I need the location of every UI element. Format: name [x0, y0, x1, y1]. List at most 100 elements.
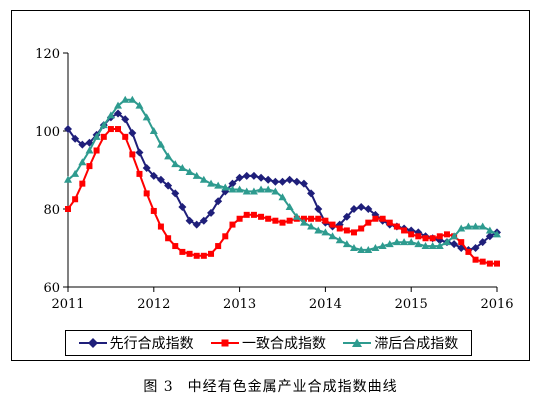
data-point-triangle: [242, 187, 251, 195]
data-point-square: [286, 217, 293, 224]
data-point-square: [422, 235, 429, 242]
data-point-square: [186, 250, 193, 257]
data-point-square: [465, 248, 472, 255]
data-point-diamond: [478, 238, 487, 247]
data-point-diamond: [278, 177, 287, 186]
legend-label: 一致合成指数: [241, 336, 326, 352]
data-point-diamond: [78, 140, 87, 149]
data-point-triangle: [128, 95, 137, 103]
data-point-square: [165, 235, 172, 242]
data-point-square: [150, 207, 157, 214]
x-tick-label: 2016: [480, 297, 513, 312]
data-point-diamond: [271, 177, 280, 186]
data-point-square: [258, 213, 265, 220]
data-point-triangle: [349, 244, 358, 251]
data-point-diamond: [156, 175, 165, 184]
data-point-diamond: [471, 244, 480, 252]
data-point-triangle: [207, 179, 216, 187]
data-point-triangle: [85, 146, 94, 154]
line-chart: 60 80 100 120 2011 2012 2013 2014 2015 2016: [35, 47, 513, 312]
data-point-diamond: [299, 179, 308, 188]
y-tick-label: 60: [43, 281, 60, 296]
series-line: [67, 98, 498, 251]
data-point-triangle: [214, 181, 223, 189]
data-point-triangle: [78, 158, 87, 166]
data-point-triangle: [149, 127, 158, 134]
data-point-square: [208, 250, 215, 257]
data-point-triangle: [407, 238, 416, 246]
data-point-square: [415, 233, 422, 240]
data-point-square: [115, 126, 122, 133]
data-point-diamond: [199, 216, 208, 225]
data-point-triangle: [221, 183, 230, 191]
data-point-diamond: [71, 134, 80, 143]
figure-number: 图 3: [143, 379, 174, 395]
data-point-triangle: [235, 185, 244, 193]
data-point-square: [393, 223, 400, 230]
data-point-square: [472, 256, 479, 263]
data-point-triangle: [328, 232, 337, 240]
data-point-square: [408, 231, 415, 238]
data-point-diamond: [307, 189, 316, 198]
data-point-square: [315, 215, 322, 222]
data-point-square: [479, 258, 486, 265]
data-point-square: [250, 211, 257, 218]
data-point-diamond: [178, 203, 187, 212]
legend-swatch-triangle-icon: [343, 338, 372, 347]
data-point-diamond: [135, 148, 144, 157]
data-point-triangle: [457, 224, 466, 232]
data-point-triangle: [264, 185, 273, 193]
figure-caption: 图 3 中经有色金属产业合成指数曲线: [0, 376, 541, 396]
data-point-square: [436, 233, 443, 240]
data-point-square: [107, 126, 114, 133]
caption-text: 中经有色金属产业合成指数曲线: [187, 379, 398, 395]
data-point-square: [322, 217, 329, 224]
data-point-triangle: [485, 226, 494, 234]
x-tick-label: 2012: [137, 297, 170, 312]
data-point-triangle: [471, 222, 480, 230]
data-point-triangle: [400, 238, 409, 246]
data-point-square: [79, 180, 86, 187]
data-point-triangle: [249, 187, 258, 195]
data-point-triangle: [99, 121, 108, 129]
data-point-square: [72, 196, 79, 203]
data-point-square: [429, 235, 436, 242]
data-point-diamond: [257, 173, 266, 182]
data-point-diamond: [114, 109, 123, 118]
data-point-square: [157, 223, 164, 230]
data-point-triangle: [114, 101, 123, 109]
data-point-triangle: [392, 238, 401, 246]
data-point-square: [350, 229, 357, 236]
data-point-diamond: [228, 179, 237, 188]
data-point-square: [358, 225, 365, 232]
data-point-diamond: [214, 197, 223, 206]
legend-label: 滞后合成指数: [374, 336, 459, 352]
data-point-triangle: [271, 187, 280, 195]
data-point-triangle: [156, 140, 165, 148]
data-point-square: [129, 151, 136, 158]
data-point-triangle: [450, 232, 459, 240]
x-tick-label: 2013: [223, 297, 256, 312]
data-point-triangle: [171, 160, 180, 168]
data-point-square: [172, 243, 179, 250]
data-point-triangle: [464, 222, 473, 230]
data-point-diamond: [314, 205, 323, 213]
data-point-diamond: [128, 128, 137, 137]
data-point-triangle: [292, 212, 301, 220]
data-point-triangle: [299, 218, 308, 226]
y-tick-label: 120: [35, 47, 60, 62]
data-point-square: [458, 239, 465, 246]
data-point-triangle: [164, 152, 173, 160]
data-point-diamond: [285, 175, 294, 184]
data-point-square: [443, 231, 450, 238]
legend: 先行合成指数 一致合成指数 滞后合成指数: [65, 330, 472, 356]
data-point-diamond: [242, 171, 251, 180]
x-tick-label: 2015: [395, 297, 428, 312]
data-point-triangle: [192, 171, 201, 179]
data-point-square: [336, 225, 343, 232]
data-point-triangle: [199, 175, 208, 183]
data-point-triangle: [428, 242, 437, 250]
data-point-triangle: [364, 245, 373, 253]
data-point-square: [329, 221, 336, 228]
data-point-diamond: [121, 115, 130, 124]
